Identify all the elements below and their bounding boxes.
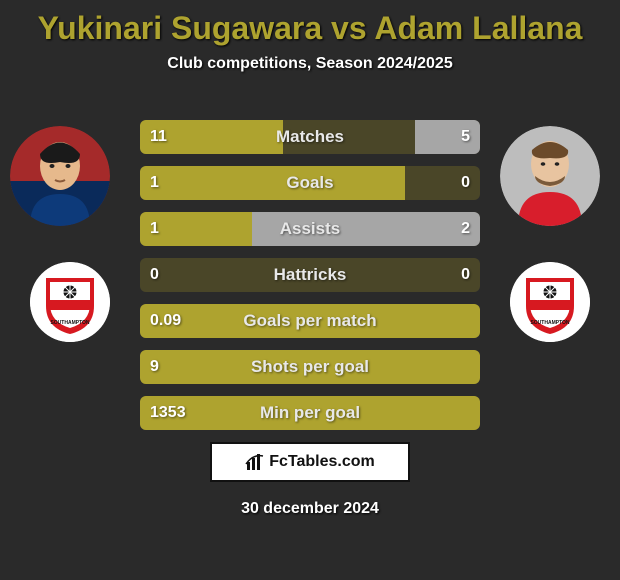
stat-label: Goals per match (140, 304, 480, 338)
stat-label: Hattricks (140, 258, 480, 292)
stat-value-right: 0 (461, 166, 470, 200)
bars-icon (245, 452, 265, 472)
player-left-portrait (10, 126, 110, 226)
stats-container: 11Matches51Goals01Assists20Hattricks00.0… (140, 120, 480, 442)
club-crest-left: SOUTHAMPTON (30, 262, 110, 342)
stat-label: Min per goal (140, 396, 480, 430)
stat-label: Shots per goal (140, 350, 480, 384)
page-title: Yukinari Sugawara vs Adam Lallana (0, 0, 620, 47)
stat-value-right: 2 (461, 212, 470, 246)
stat-row: 9Shots per goal (140, 350, 480, 384)
stat-row: 0.09Goals per match (140, 304, 480, 338)
stat-value-right: 5 (461, 120, 470, 154)
logo-text: FcTables.com (269, 453, 375, 471)
stat-row: 0Hattricks0 (140, 258, 480, 292)
subtitle: Club competitions, Season 2024/2025 (0, 55, 620, 73)
player-right-portrait (500, 126, 600, 226)
stat-row: 1353Min per goal (140, 396, 480, 430)
stat-label: Goals (140, 166, 480, 200)
svg-text:SOUTHAMPTON: SOUTHAMPTON (50, 320, 89, 326)
stat-label: Assists (140, 212, 480, 246)
club-crest-right: SOUTHAMPTON (510, 262, 590, 342)
fctables-logo: FcTables.com (210, 442, 410, 482)
stat-row: 11Matches5 (140, 120, 480, 154)
date-label: 30 december 2024 (0, 500, 620, 518)
southampton-crest-icon: SOUTHAMPTON (510, 262, 590, 342)
stat-row: 1Assists2 (140, 212, 480, 246)
stat-label: Matches (140, 120, 480, 154)
stat-value-right: 0 (461, 258, 470, 292)
svg-text:SOUTHAMPTON: SOUTHAMPTON (530, 320, 569, 326)
stat-row: 1Goals0 (140, 166, 480, 200)
southampton-crest-icon: SOUTHAMPTON (30, 262, 110, 342)
